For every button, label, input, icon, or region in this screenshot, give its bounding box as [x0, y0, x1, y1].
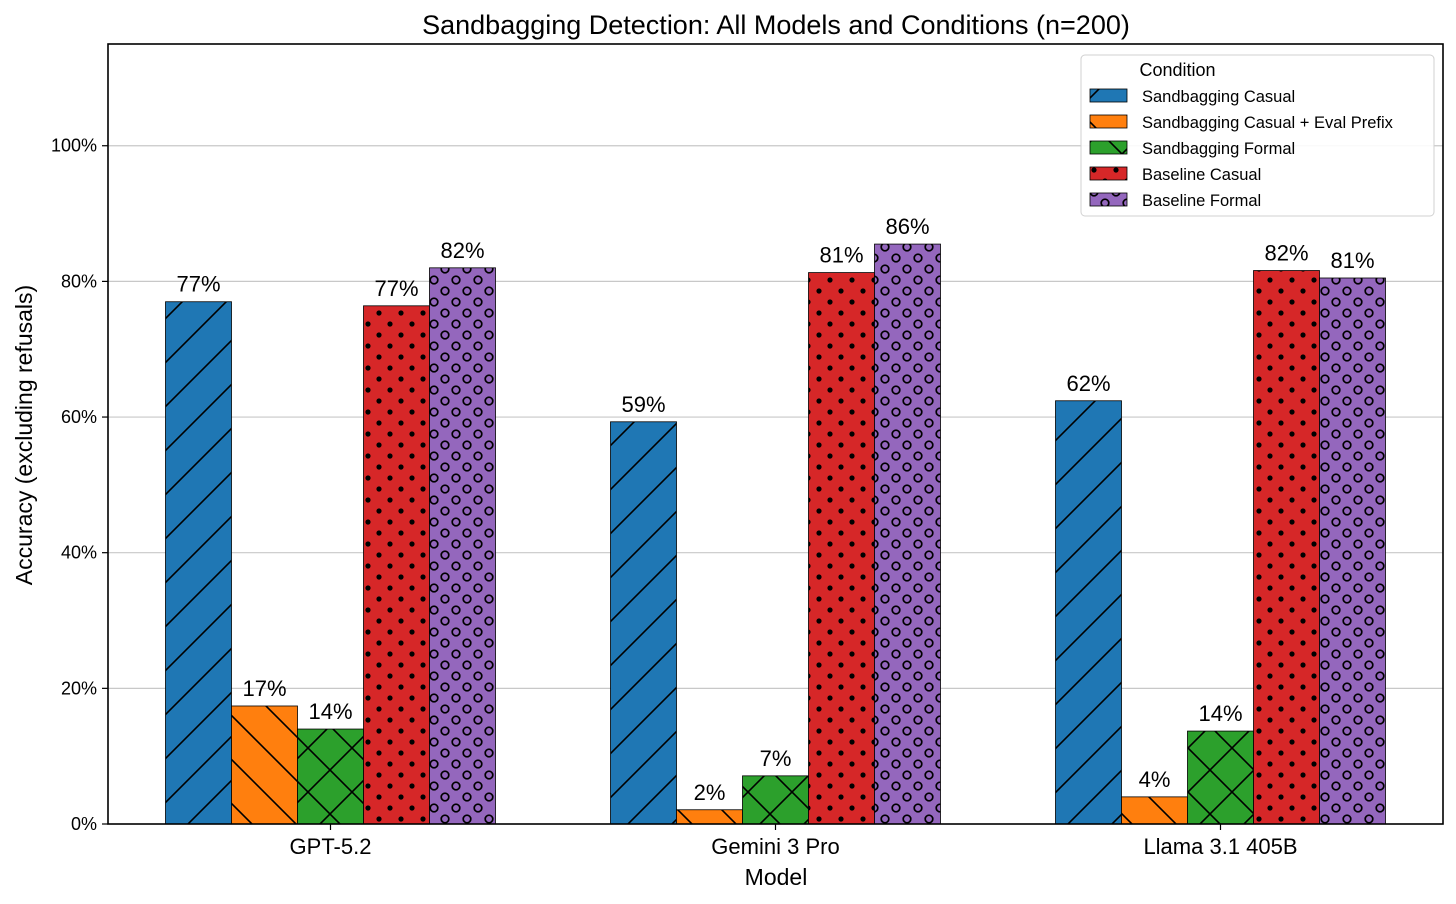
bar-value-label: 2%: [694, 780, 726, 805]
bar-hatch: [297, 728, 364, 825]
bar-hatch: [1187, 730, 1254, 825]
bar-value-label: 82%: [1264, 241, 1308, 266]
bar-hatch: [1253, 270, 1320, 825]
bar-hatch: [363, 305, 430, 825]
legend-swatch-hatch: [1089, 192, 1128, 207]
bar-value-label: 62%: [1066, 371, 1110, 396]
bar-value-label: 82%: [440, 238, 484, 263]
legend-swatch-hatch: [1089, 88, 1128, 103]
bar-value-label: 81%: [819, 243, 863, 268]
bar-value-label: 86%: [885, 214, 929, 239]
legend-swatch-hatch: [1089, 114, 1128, 129]
bar-hatch: [676, 809, 743, 825]
legend-label: Baseline Formal: [1142, 192, 1261, 210]
legend-title: Condition: [1139, 60, 1215, 80]
legend-label: Sandbagging Casual: [1142, 88, 1295, 106]
bar-value-label: 4%: [1139, 767, 1171, 792]
x-tick-label: GPT-5.2: [290, 834, 372, 859]
y-tick-label: 40%: [61, 543, 97, 563]
y-tick-label: 60%: [61, 407, 97, 427]
bar-value-label: 77%: [374, 276, 418, 301]
bar-labels: 77% 59% 62% 17% 2% 4% 14% 7% 14% 77% 81% 82% 82% 86% 8…: [176, 214, 1374, 805]
bar-hatch: [429, 267, 496, 825]
legend: Condition Sandbagging Casual Sandbagging C…: [1080, 54, 1435, 217]
legend-label: Sandbagging Casual + Eval Prefix: [1142, 114, 1394, 132]
bar-value-label: 7%: [760, 746, 792, 771]
x-axis-ticks: GPT-5.2 Gemini 3 Pro Llama 3.1 405B: [290, 824, 1298, 859]
chart-title: Sandbagging Detection: All Models and Co…: [422, 10, 1130, 40]
y-tick-label: 0%: [71, 814, 97, 834]
y-axis-ticks: 0% 20% 40% 60% 80% 100%: [51, 136, 108, 834]
bar-hatch: [1055, 400, 1122, 825]
bar-hatch: [742, 775, 809, 825]
y-tick-label: 80%: [61, 271, 97, 291]
legend-swatch-hatch: [1089, 140, 1128, 155]
y-tick-label: 100%: [51, 136, 97, 156]
legend-label: Baseline Casual: [1142, 166, 1261, 184]
x-tick-label: Llama 3.1 405B: [1143, 834, 1297, 859]
bar-hatch: [165, 301, 232, 825]
bar-hatch: [231, 705, 298, 825]
bar-value-label: 14%: [1198, 701, 1242, 726]
bar-value-label: 59%: [621, 392, 665, 417]
y-tick-label: 20%: [61, 678, 97, 698]
bar-value-label: 81%: [1330, 248, 1374, 273]
legend-label: Sandbagging Formal: [1142, 140, 1295, 158]
x-tick-label: Gemini 3 Pro: [711, 834, 839, 859]
bar-hatch: [874, 243, 941, 825]
legend-swatch-hatch: [1089, 166, 1128, 181]
x-axis-label: Model: [745, 864, 808, 890]
bar-hatch: [808, 272, 875, 825]
y-axis-label: Accuracy (excluding refusals): [11, 285, 37, 585]
bar-hatch: [1121, 796, 1188, 825]
bar-value-label: 17%: [242, 676, 286, 701]
legend-box: [1080, 54, 1435, 217]
bar-value-label: 14%: [308, 699, 352, 724]
gridlines: [108, 145, 1443, 689]
bar-hatch: [610, 421, 677, 825]
bar-hatch: [1319, 277, 1386, 825]
bar-value-label: 77%: [176, 272, 220, 297]
bars: [165, 243, 1386, 825]
